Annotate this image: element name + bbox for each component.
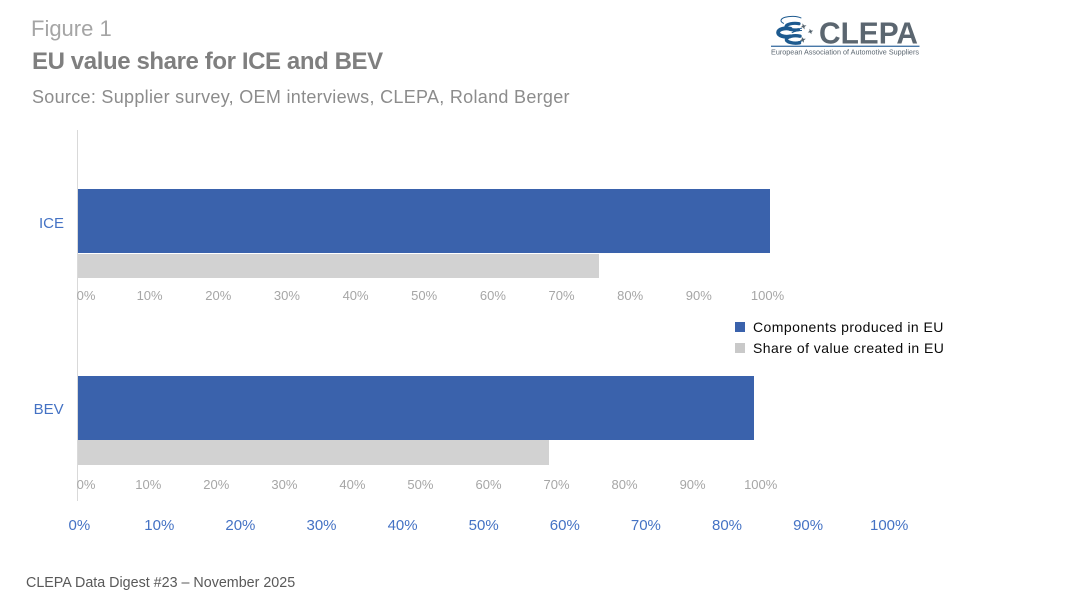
- svg-text:European Association of Automo: European Association of Automotive Suppl…: [771, 48, 919, 57]
- svg-text:CLEPA: CLEPA: [819, 17, 918, 51]
